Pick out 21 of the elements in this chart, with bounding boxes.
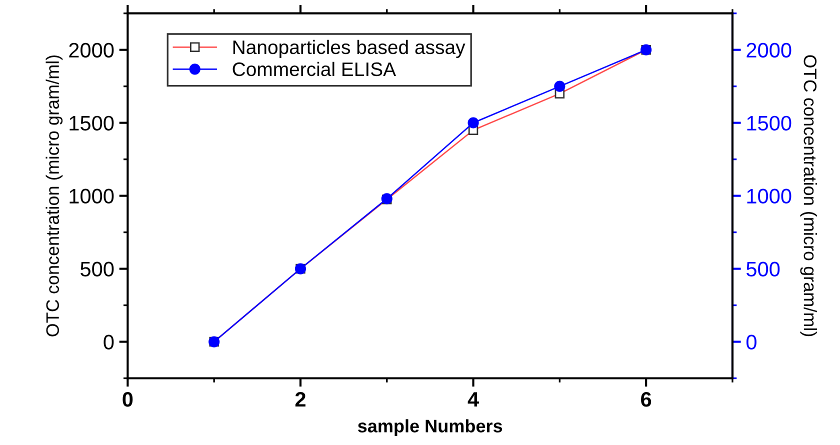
y2-tick-label: 2000 — [746, 42, 792, 58]
x-tick-label: 4 — [468, 392, 479, 407]
point — [468, 117, 479, 128]
y-tick-label: 1000 — [70, 188, 114, 204]
x-tick-label: 0 — [122, 392, 133, 407]
y-tick-label: 0 — [104, 334, 114, 350]
x-tick-label: 6 — [641, 392, 652, 407]
x-axis-title: sample Numbers — [358, 419, 502, 436]
y-axis-title: OTC concentration (micro gram/ml) — [46, 55, 63, 336]
y-tick-label: 500 — [80, 262, 114, 277]
y2-tick-label: 1500 — [747, 116, 792, 131]
y-tick-label: 1500 — [70, 116, 114, 131]
y-tick-label: 2000 — [69, 42, 114, 58]
x-tick-label: 2 — [295, 392, 306, 407]
y2-tick-label: 0 — [746, 334, 756, 350]
y2-tick-label: 1000 — [747, 188, 792, 204]
y2-axis-title: OTC concentration (micro gram/ml) — [800, 55, 818, 336]
legend-label: Commercial ELISA — [232, 62, 396, 76]
point — [554, 80, 566, 92]
y2-tick-label: 500 — [746, 262, 780, 277]
legend-label: Nanoparticles based assay — [233, 40, 466, 58]
